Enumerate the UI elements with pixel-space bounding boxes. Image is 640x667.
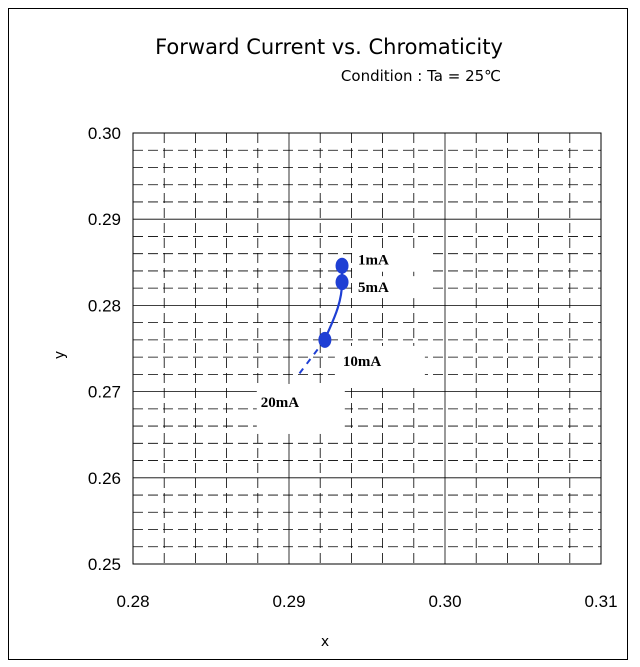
y-tick-label: 0.30: [88, 124, 121, 143]
data-point: [335, 274, 349, 291]
chart-subtitle: Condition : Ta = 25℃: [341, 67, 501, 85]
label-background: [334, 345, 425, 388]
label-background: [256, 383, 345, 434]
label-background: [352, 249, 431, 272]
x-tick-label: 0.29: [272, 592, 305, 611]
y-axis-label: y: [52, 351, 68, 359]
data-label: 20mA: [261, 395, 299, 411]
data-label: 5mA: [358, 280, 389, 296]
data-label: 1mA: [358, 253, 389, 269]
data-label: 10mA: [343, 354, 381, 370]
x-tick-label: 0.28: [116, 592, 149, 611]
plot-border: [132, 132, 602, 565]
y-tick-label: 0.27: [88, 383, 121, 402]
x-tick-label: 0.31: [584, 592, 617, 611]
y-tick-label: 0.25: [88, 555, 121, 574]
x-tick-label: 0.30: [428, 592, 461, 611]
y-tick-label: 0.28: [88, 296, 121, 315]
y-tick-label: 0.26: [88, 469, 121, 488]
label-background: [352, 276, 431, 299]
data-point: [335, 257, 349, 274]
y-tick-label: 0.29: [88, 210, 121, 229]
series-dashed-line: [296, 339, 326, 378]
x-axis-label: x: [321, 634, 329, 650]
chart-frame: Forward Current vs. Chromaticity Conditi…: [8, 8, 628, 660]
data-point: [318, 331, 332, 348]
chart: Forward Current vs. Chromaticity Conditi…: [52, 35, 618, 650]
chart-title: Forward Current vs. Chromaticity: [155, 35, 503, 59]
